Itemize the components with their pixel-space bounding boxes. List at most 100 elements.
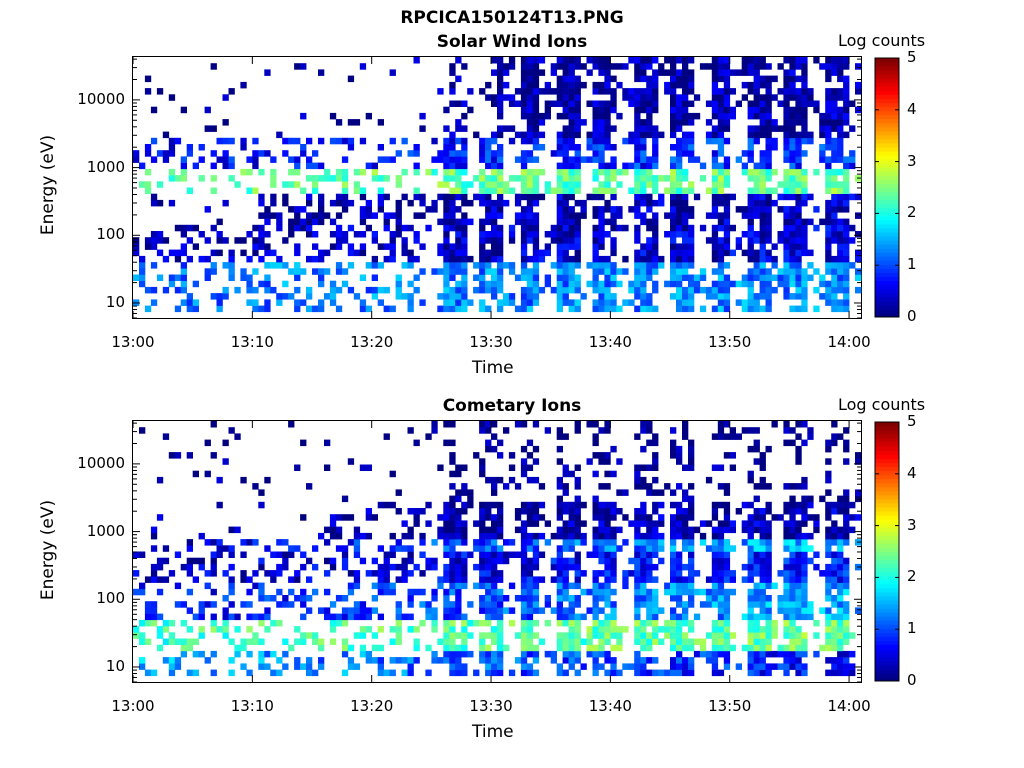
spectrogram-cell xyxy=(526,532,534,540)
spectrogram-cell xyxy=(503,187,510,194)
spectrogram-cell xyxy=(688,206,695,213)
spectrogram-cell xyxy=(688,514,695,521)
spectrogram-cell xyxy=(473,539,480,546)
spectrogram-cell xyxy=(461,305,468,313)
spectrogram-cell xyxy=(586,626,593,633)
x-tick-label: 13:10 xyxy=(230,697,274,715)
spectrogram-cell xyxy=(288,601,295,608)
spectrogram-cell xyxy=(485,439,492,447)
spectrogram-cell xyxy=(682,112,689,120)
spectrogram-cell xyxy=(652,218,659,226)
spectrogram-cell xyxy=(682,638,689,645)
spectrogram-cell xyxy=(186,150,193,157)
x-tick-label: 13:30 xyxy=(469,333,513,351)
spectrogram-cell xyxy=(843,286,850,294)
spectrogram-cell xyxy=(807,545,814,552)
spectrogram-cell xyxy=(682,237,689,244)
spectrogram-cell xyxy=(485,162,492,170)
spectrogram-cell xyxy=(443,262,450,269)
spectrogram-cell xyxy=(604,75,611,83)
spectrogram-cell xyxy=(765,119,772,126)
spectrogram-cell xyxy=(192,470,199,478)
spectrogram-cell xyxy=(479,88,486,95)
spectrogram-cell xyxy=(855,88,862,95)
spectrogram-cell xyxy=(777,231,784,238)
spectrogram-cell xyxy=(568,595,575,602)
spectrogram-cell xyxy=(485,669,492,677)
spectrogram-cell xyxy=(795,305,802,313)
spectrogram-cell xyxy=(741,563,748,571)
spectrogram-cell xyxy=(252,156,259,163)
spectrogram-cell xyxy=(759,576,766,583)
spectrogram-cell xyxy=(562,501,569,509)
spectrogram-cell xyxy=(771,262,778,269)
spectrogram-cell xyxy=(162,638,170,645)
spectrogram-cell xyxy=(789,212,796,219)
colorbar-step xyxy=(875,547,899,552)
spectrogram-cell xyxy=(168,570,176,577)
spectrogram-cell xyxy=(616,112,623,120)
spectrogram-cell xyxy=(759,483,766,490)
spectrogram-cell xyxy=(413,237,420,244)
spectrogram-cell xyxy=(479,262,486,269)
spectrogram-cell xyxy=(783,187,790,194)
spectrogram-cell xyxy=(497,243,504,250)
spectrogram-cell xyxy=(717,576,725,583)
spectrogram-cell xyxy=(658,557,665,565)
spectrogram-cell xyxy=(150,193,158,201)
spectrogram-cell xyxy=(186,539,193,546)
spectrogram-cell xyxy=(520,137,528,145)
spectrogram-cell xyxy=(676,243,683,250)
spectrogram-cell xyxy=(711,464,719,471)
spectrogram-cell xyxy=(610,218,617,226)
spectrogram-cell xyxy=(783,224,790,232)
spectrogram-cell xyxy=(574,650,581,658)
spectrogram-cell xyxy=(670,125,677,132)
spectrogram-cell xyxy=(401,545,408,552)
spectrogram-cell xyxy=(813,514,820,521)
spectrogram-cell xyxy=(401,293,408,300)
spectrogram-cell xyxy=(658,69,665,76)
spectrogram-cell xyxy=(526,112,534,120)
spectrogram-cell xyxy=(598,632,605,639)
spectrogram-cell xyxy=(616,626,623,633)
colorbar-step xyxy=(875,458,899,463)
spectrogram-cell xyxy=(849,224,856,232)
spectrogram-cell xyxy=(455,669,462,677)
spectrogram-cell xyxy=(616,268,623,275)
spectrogram-cell xyxy=(258,613,265,621)
spectrogram-cell xyxy=(688,243,695,250)
spectrogram-cell xyxy=(676,305,683,313)
spectrogram-cell xyxy=(216,231,223,238)
spectrogram-cell xyxy=(717,669,725,677)
spectrogram-cell xyxy=(168,274,176,281)
spectrogram-cell xyxy=(634,483,641,490)
spectrogram-cell xyxy=(676,570,683,577)
spectrogram-cell xyxy=(485,268,492,275)
spectrogram-cell xyxy=(520,100,528,107)
spectrogram-cell xyxy=(747,112,754,120)
spectrogram-cell xyxy=(210,613,217,621)
spectrogram-cell xyxy=(497,187,504,194)
spectrogram-cell xyxy=(777,237,784,244)
spectrogram-cell xyxy=(210,63,217,70)
spectrogram-cell xyxy=(843,249,850,257)
spectrogram-cell xyxy=(628,663,635,670)
spectrogram-cell xyxy=(831,280,838,288)
spectrogram-cell xyxy=(676,224,683,232)
spectrogram-cell xyxy=(676,262,683,269)
spectrogram-cell xyxy=(676,119,683,126)
spectrogram-cell xyxy=(264,212,271,219)
spectrogram-cell xyxy=(711,175,719,182)
spectrogram-cell xyxy=(419,199,426,207)
spectrogram-cell xyxy=(795,249,802,257)
spectrogram-cell xyxy=(461,638,468,645)
spectrogram-cell xyxy=(329,175,337,182)
spectrogram-cell xyxy=(843,458,850,465)
spectrogram-cell xyxy=(532,299,540,306)
y-tick-label: 1000 xyxy=(86,521,125,540)
spectrogram-cell xyxy=(538,638,546,645)
spectrogram-cell xyxy=(497,150,504,157)
spectrogram-cell xyxy=(574,255,581,263)
spectrogram-cell xyxy=(634,470,641,478)
